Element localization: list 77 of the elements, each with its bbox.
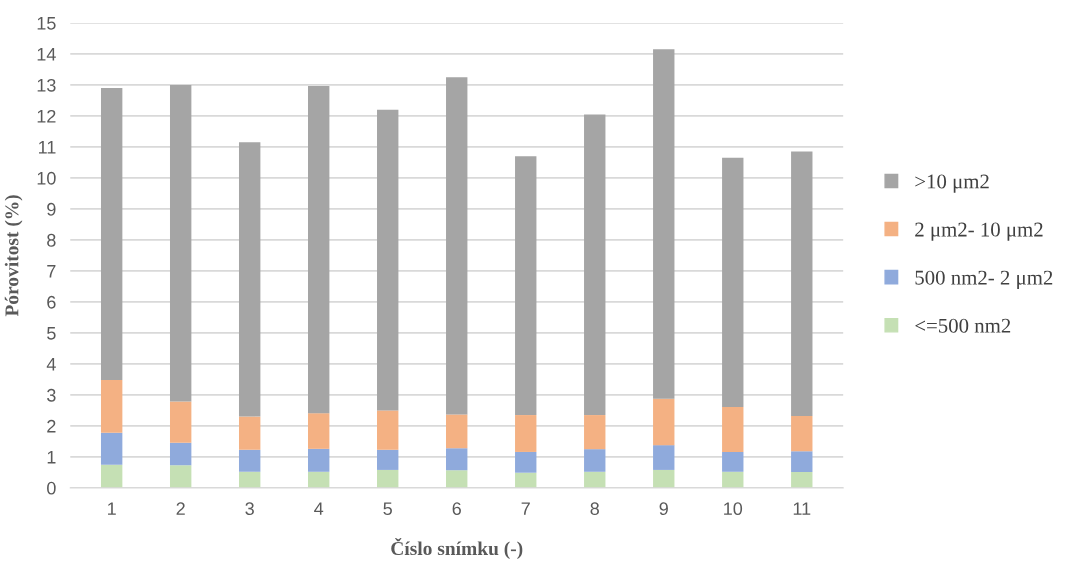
bar xyxy=(308,448,330,472)
bar xyxy=(791,472,813,488)
y-tick-label: 7 xyxy=(47,265,56,278)
bar xyxy=(722,471,744,488)
bar xyxy=(239,416,261,450)
bar xyxy=(653,469,675,488)
bar xyxy=(653,398,675,446)
y-tick-label: 12 xyxy=(37,109,56,123)
bar xyxy=(377,109,399,411)
bar xyxy=(446,77,468,415)
bar xyxy=(169,442,192,466)
x-tick-label: 2 xyxy=(176,502,185,515)
bar xyxy=(100,432,123,465)
bar xyxy=(308,413,330,449)
bar xyxy=(584,114,606,416)
bar xyxy=(584,415,606,450)
legend-label: 2 μm2- 10 μm2 xyxy=(915,222,1043,241)
legend-label: >10 μm2 xyxy=(915,174,989,193)
bar xyxy=(169,84,192,402)
bar xyxy=(100,464,123,488)
y-tick-label: 10 xyxy=(37,171,56,185)
bar xyxy=(791,151,813,416)
bar xyxy=(791,451,813,473)
bar xyxy=(377,410,399,450)
bar xyxy=(239,142,261,417)
legend-label: <=500 nm2 xyxy=(915,318,1011,333)
x-tick-label: 11 xyxy=(793,502,811,515)
bar xyxy=(377,449,399,470)
y-tick-label: 2 xyxy=(47,419,56,433)
y-tick-label: 5 xyxy=(47,327,56,340)
x-tick-label: 3 xyxy=(245,502,254,516)
bar xyxy=(169,465,192,488)
x-tick-label: 7 xyxy=(521,502,530,515)
y-tick-label: 1 xyxy=(47,451,56,464)
bar xyxy=(308,85,330,414)
bar xyxy=(169,401,192,443)
y-tick-label: 0 xyxy=(47,481,56,495)
bar xyxy=(515,451,537,473)
bar xyxy=(446,414,468,449)
y-tick-label: 4 xyxy=(46,358,56,371)
bar xyxy=(584,449,606,472)
y-tick-label: 9 xyxy=(47,202,56,216)
x-axis-title: Číslo snímku (-) xyxy=(391,538,523,560)
y-tick-label: 15 xyxy=(37,17,56,30)
y-tick-label: 14 xyxy=(37,48,56,61)
y-tick-label: 6 xyxy=(47,295,56,309)
legend-label: 500 nm2- 2 μm2 xyxy=(915,270,1053,289)
bar xyxy=(377,469,399,488)
x-tick-label: 10 xyxy=(724,502,743,516)
bar xyxy=(308,471,330,488)
bar xyxy=(239,471,261,488)
bar xyxy=(653,49,675,399)
x-tick-label: 9 xyxy=(659,502,668,516)
x-tick-label: 5 xyxy=(383,502,392,516)
bar xyxy=(515,415,537,452)
x-tick-label: 8 xyxy=(590,502,599,516)
bar xyxy=(791,415,813,452)
bar xyxy=(653,445,675,470)
bar xyxy=(722,451,744,472)
x-tick-label: 4 xyxy=(314,502,324,515)
bar xyxy=(722,407,744,452)
bar xyxy=(515,472,537,488)
y-axis-title: Pórovitost (%) xyxy=(4,195,23,317)
bar xyxy=(446,470,468,488)
bar xyxy=(722,157,744,407)
y-tick-label: 3 xyxy=(47,388,56,402)
bar xyxy=(584,471,606,488)
bar xyxy=(100,88,123,381)
bar xyxy=(515,156,537,416)
y-tick-label: 11 xyxy=(39,141,56,154)
bar xyxy=(239,449,261,472)
y-tick-label: 13 xyxy=(37,78,56,92)
x-tick-label: 6 xyxy=(452,502,461,516)
x-tick-label: 1 xyxy=(108,502,116,515)
bar xyxy=(446,448,468,471)
y-tick-label: 8 xyxy=(47,233,56,247)
bar xyxy=(100,380,123,433)
